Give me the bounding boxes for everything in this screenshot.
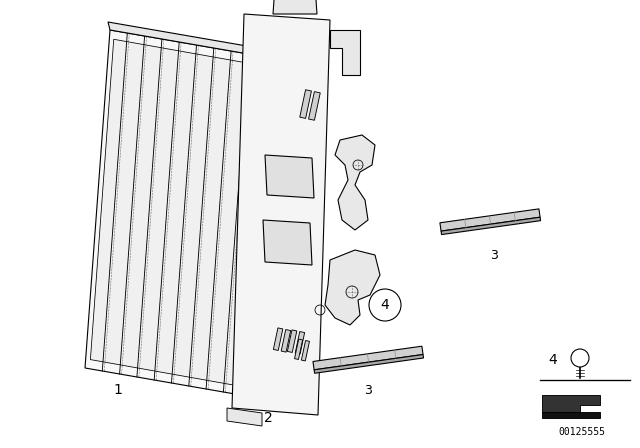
Text: 4: 4 <box>381 298 389 312</box>
Text: 3: 3 <box>490 249 498 262</box>
Text: 1: 1 <box>113 383 122 397</box>
Polygon shape <box>294 339 303 359</box>
Polygon shape <box>330 30 360 75</box>
Text: 2: 2 <box>264 411 273 425</box>
Polygon shape <box>300 90 312 118</box>
Polygon shape <box>90 39 278 389</box>
Polygon shape <box>273 328 283 350</box>
Polygon shape <box>335 135 375 230</box>
Polygon shape <box>85 30 283 398</box>
Polygon shape <box>108 22 293 60</box>
Polygon shape <box>273 0 317 14</box>
Polygon shape <box>265 155 314 198</box>
Polygon shape <box>542 395 600 412</box>
Polygon shape <box>295 332 305 354</box>
Polygon shape <box>232 14 330 415</box>
Polygon shape <box>440 209 540 231</box>
Text: 3: 3 <box>364 383 372 396</box>
Polygon shape <box>314 354 424 373</box>
Polygon shape <box>313 346 423 370</box>
Polygon shape <box>325 250 380 325</box>
Polygon shape <box>281 330 291 352</box>
Polygon shape <box>301 340 310 361</box>
Text: 00125555: 00125555 <box>559 427 605 437</box>
Polygon shape <box>308 92 320 120</box>
Polygon shape <box>441 217 541 235</box>
Polygon shape <box>287 330 297 353</box>
Polygon shape <box>263 220 312 265</box>
Polygon shape <box>227 408 262 426</box>
Text: 4: 4 <box>548 353 557 367</box>
Circle shape <box>369 289 401 321</box>
Polygon shape <box>542 412 600 418</box>
Circle shape <box>571 349 589 367</box>
Polygon shape <box>258 54 293 398</box>
